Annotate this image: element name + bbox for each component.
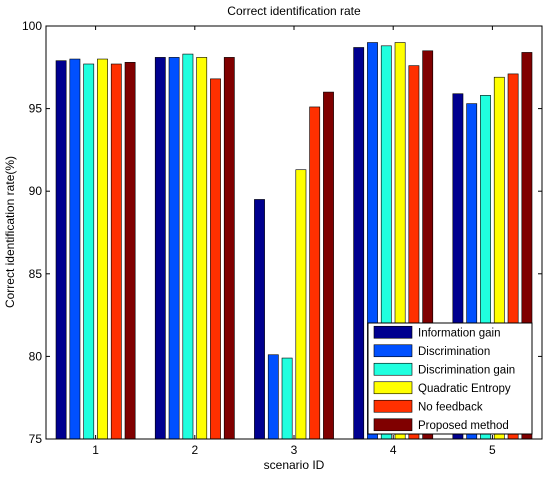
- bar-no-feedback-scenario-1: [110, 63, 122, 440]
- legend-box: [367, 322, 533, 435]
- y-tick-label: 100: [22, 19, 42, 33]
- x-axis-label: scenario ID: [264, 458, 325, 472]
- x-tick-label: 4: [390, 443, 397, 457]
- y-tick-label: 90: [29, 184, 43, 198]
- bar-discrimination-gain-scenario-1: [83, 63, 95, 440]
- bar-quadratic-entropy-scenario-2: [196, 57, 208, 440]
- bar-proposed-method-scenario-2: [223, 57, 235, 440]
- bar-discrimination-gain-scenario-3: [281, 357, 293, 440]
- legend: Information gain Discrimination Discrimina…: [367, 322, 533, 435]
- legend-swatch-information-gain: [373, 325, 413, 339]
- legend-label: No feedback: [418, 401, 483, 413]
- x-tick-label: 5: [489, 443, 496, 457]
- bar-no-feedback-scenario-2: [210, 78, 221, 440]
- legend-swatch-discrimination: [373, 344, 413, 358]
- chart-title: Correct identification rate: [227, 4, 361, 18]
- legend-label: Information gain: [418, 327, 500, 339]
- x-tick-label: 3: [291, 443, 298, 457]
- bars-layer: [55, 42, 533, 440]
- y-tick-label: 95: [29, 102, 43, 116]
- bar-proposed-method-scenario-3: [323, 91, 334, 440]
- bar-information-gain-scenario-1: [55, 60, 67, 440]
- bar-quadratic-entropy-scenario-3: [295, 169, 307, 440]
- legend-label: Discrimination: [418, 346, 490, 358]
- bar-discrimination-scenario-1: [69, 58, 81, 440]
- bar-information-gain-scenario-2: [154, 57, 166, 440]
- y-tick-label: 75: [29, 432, 43, 446]
- bar-discrimination-gain-scenario-2: [182, 53, 194, 440]
- x-tick-label: 1: [92, 443, 99, 457]
- bar-quadratic-entropy-scenario-1: [97, 58, 108, 440]
- bar-no-feedback-scenario-3: [309, 106, 321, 440]
- y-tick-label: 80: [29, 349, 43, 363]
- x-tick-label: 2: [191, 443, 198, 457]
- bar-discrimination-scenario-3: [267, 354, 279, 440]
- bar-information-gain-scenario-4: [353, 47, 365, 440]
- y-tick-label: 85: [29, 267, 43, 281]
- bar-information-gain-scenario-3: [254, 199, 265, 440]
- legend-label: Discrimination gain: [418, 364, 515, 376]
- legend-label: Proposed method: [418, 420, 509, 432]
- bar-discrimination-scenario-2: [168, 57, 180, 440]
- legend-swatch-quadratic-entropy: [373, 381, 413, 395]
- legend-swatch-no-feedback: [373, 399, 413, 413]
- y-axis-label: Correct identification rate(%): [3, 156, 17, 308]
- bar-proposed-method-scenario-1: [124, 62, 136, 440]
- legend-label: Quadratic Entropy: [418, 383, 511, 395]
- ticks-layer: 1 2 3 4 5 75 80 85 90 95 100: [22, 19, 542, 457]
- legend-swatch-proposed-method: [373, 418, 413, 432]
- legend-swatch-discrimination-gain: [373, 362, 413, 376]
